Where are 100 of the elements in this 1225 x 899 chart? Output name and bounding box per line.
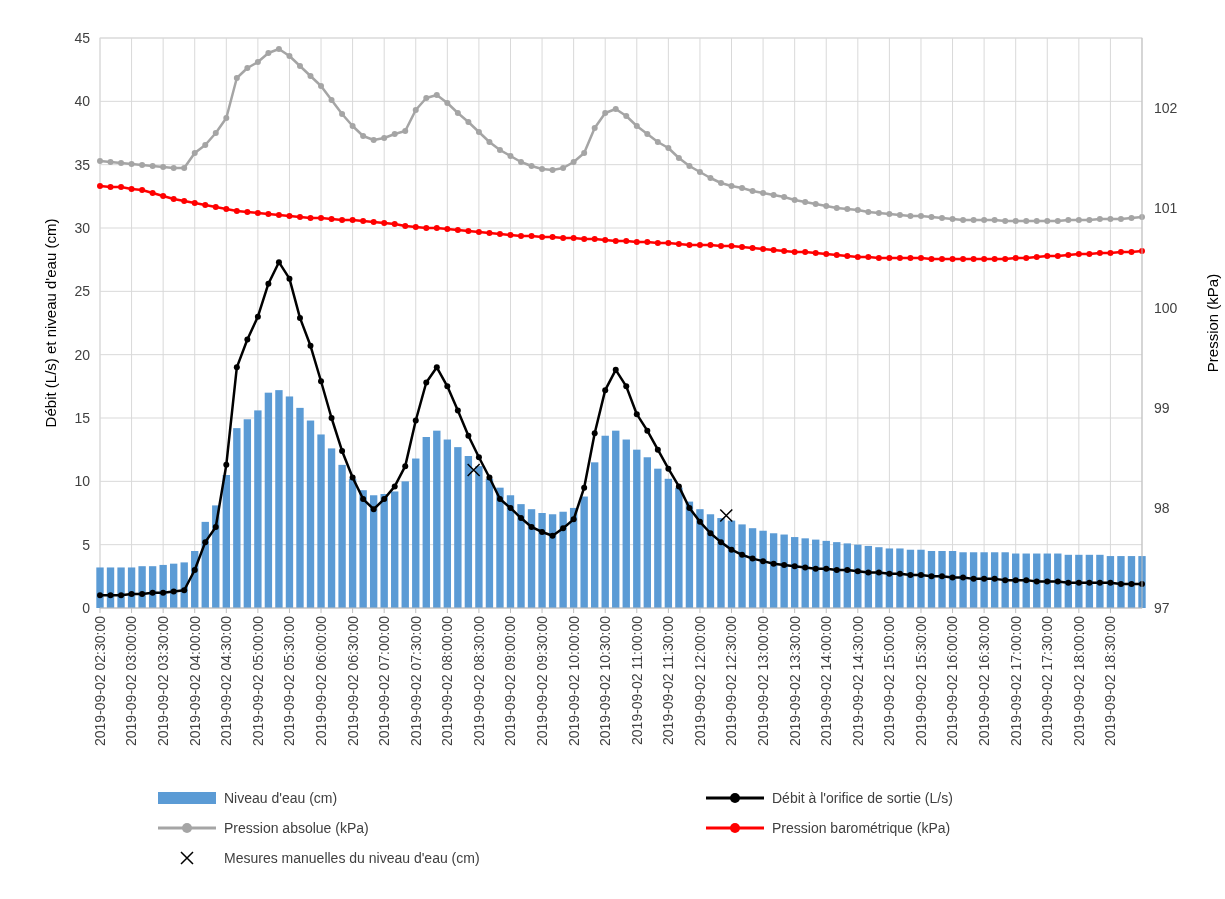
bar xyxy=(833,542,841,608)
y2-axis-title: Pression (kPa) xyxy=(1204,273,1221,373)
legend-label: Pression absolue (kPa) xyxy=(224,819,369,836)
bar xyxy=(359,490,367,608)
bar xyxy=(643,457,651,608)
bar xyxy=(969,552,978,608)
bar xyxy=(601,435,609,608)
bar xyxy=(654,468,662,608)
bar xyxy=(790,537,799,608)
bar xyxy=(812,539,820,608)
bar xyxy=(664,478,673,608)
bar xyxy=(233,428,241,608)
y-axis-title: Débit (L/s) et niveau d'eau (cm) xyxy=(42,218,59,428)
x-tick-label: 2019-09-02 11:30:00 xyxy=(660,615,677,745)
bar xyxy=(612,430,620,608)
x-tick-label: 2019-09-02 06:00:00 xyxy=(312,615,329,746)
x-tick-label: 2019-09-02 12:00:00 xyxy=(691,615,708,746)
y2-tick-label: 100 xyxy=(1154,299,1178,316)
x-tick-label: 2019-09-02 16:30:00 xyxy=(976,615,993,746)
bar xyxy=(296,407,304,608)
bar xyxy=(591,462,599,608)
bar xyxy=(696,509,704,608)
y-tick-label: 25 xyxy=(74,283,91,300)
bar xyxy=(306,420,315,608)
bar xyxy=(759,530,767,608)
bar xyxy=(412,458,420,608)
x-tick-label: 2019-09-02 09:00:00 xyxy=(502,615,519,746)
x-tick-label: 2019-09-02 02:30:00 xyxy=(91,615,108,746)
bar xyxy=(243,419,252,608)
bar xyxy=(822,540,830,608)
bar xyxy=(864,545,873,608)
bar xyxy=(885,548,894,608)
bar xyxy=(538,513,546,608)
x-tick-label: 2019-09-02 15:00:00 xyxy=(881,615,898,746)
bar xyxy=(443,439,452,608)
x-tick-label: 2019-09-02 17:00:00 xyxy=(1007,615,1024,746)
bar xyxy=(738,524,746,608)
bar xyxy=(875,547,883,608)
bar xyxy=(1001,552,1009,608)
bar xyxy=(559,511,567,608)
bar xyxy=(527,509,536,608)
legend-label: Débit à l'orifice de sortie (L/s) xyxy=(772,789,953,806)
bar xyxy=(264,392,273,608)
bar xyxy=(633,449,641,608)
y2-tick-label: 99 xyxy=(1154,399,1170,416)
bar xyxy=(780,534,788,608)
y-tick-label: 5 xyxy=(82,536,91,553)
bar xyxy=(433,430,441,608)
y2-tick-label: 97 xyxy=(1154,599,1170,616)
x-tick-label: 2019-09-02 12:30:00 xyxy=(723,615,740,746)
bar xyxy=(843,543,851,608)
bar xyxy=(990,552,999,608)
bar xyxy=(938,551,946,608)
x-tick-label: 2019-09-02 03:30:00 xyxy=(155,615,172,746)
y-tick-label: 20 xyxy=(74,346,91,363)
bar xyxy=(401,481,409,608)
bar xyxy=(854,544,862,608)
y2-tick-label: 102 xyxy=(1154,99,1178,116)
bar xyxy=(1117,556,1125,608)
x-tick-label: 2019-09-02 07:00:00 xyxy=(376,615,393,746)
bar xyxy=(464,456,473,608)
y-tick-label: 30 xyxy=(74,219,91,236)
x-tick-label: 2019-09-02 18:00:00 xyxy=(1070,615,1087,746)
bar xyxy=(917,549,925,608)
bar xyxy=(706,514,715,608)
x-tick-label: 2019-09-02 08:30:00 xyxy=(470,615,487,746)
bar xyxy=(496,487,504,608)
bar xyxy=(506,495,515,608)
bar xyxy=(959,552,967,608)
x-tick-label: 2019-09-02 08:00:00 xyxy=(439,615,456,746)
legend-label: Mesures manuelles du niveau d'eau (cm) xyxy=(224,849,480,866)
bar xyxy=(548,514,557,608)
bar xyxy=(1075,554,1083,608)
y-tick-label: 15 xyxy=(74,409,91,426)
bar xyxy=(748,528,757,608)
x-tick-label: 2019-09-02 10:00:00 xyxy=(565,615,582,746)
bar xyxy=(980,552,988,608)
bar xyxy=(517,504,525,608)
bar xyxy=(727,520,736,608)
y-tick-label: 40 xyxy=(74,93,91,110)
y-tick-label: 0 xyxy=(82,599,91,616)
bar xyxy=(317,434,325,608)
y-tick-label: 10 xyxy=(74,473,91,490)
legend-label: Niveau d'eau (cm) xyxy=(224,789,338,806)
x-tick-label: 2019-09-02 04:30:00 xyxy=(218,615,235,746)
x-tick-label: 2019-09-02 05:30:00 xyxy=(281,615,298,746)
bar xyxy=(422,437,430,608)
bar xyxy=(569,507,578,608)
bar xyxy=(896,548,904,608)
x-tick-label: 2019-09-02 04:00:00 xyxy=(186,615,203,746)
x-tick-label: 2019-09-02 13:30:00 xyxy=(786,615,803,746)
bar xyxy=(906,549,915,608)
bar xyxy=(475,466,483,608)
bar xyxy=(327,448,336,608)
bar xyxy=(1096,554,1104,608)
legend-label: Pression barométrique (kPa) xyxy=(772,819,951,836)
bar xyxy=(948,551,957,608)
x-tick-label: 2019-09-02 10:30:00 xyxy=(597,615,614,746)
x-tick-label: 2019-09-02 17:30:00 xyxy=(1039,615,1056,746)
bar xyxy=(580,496,588,608)
